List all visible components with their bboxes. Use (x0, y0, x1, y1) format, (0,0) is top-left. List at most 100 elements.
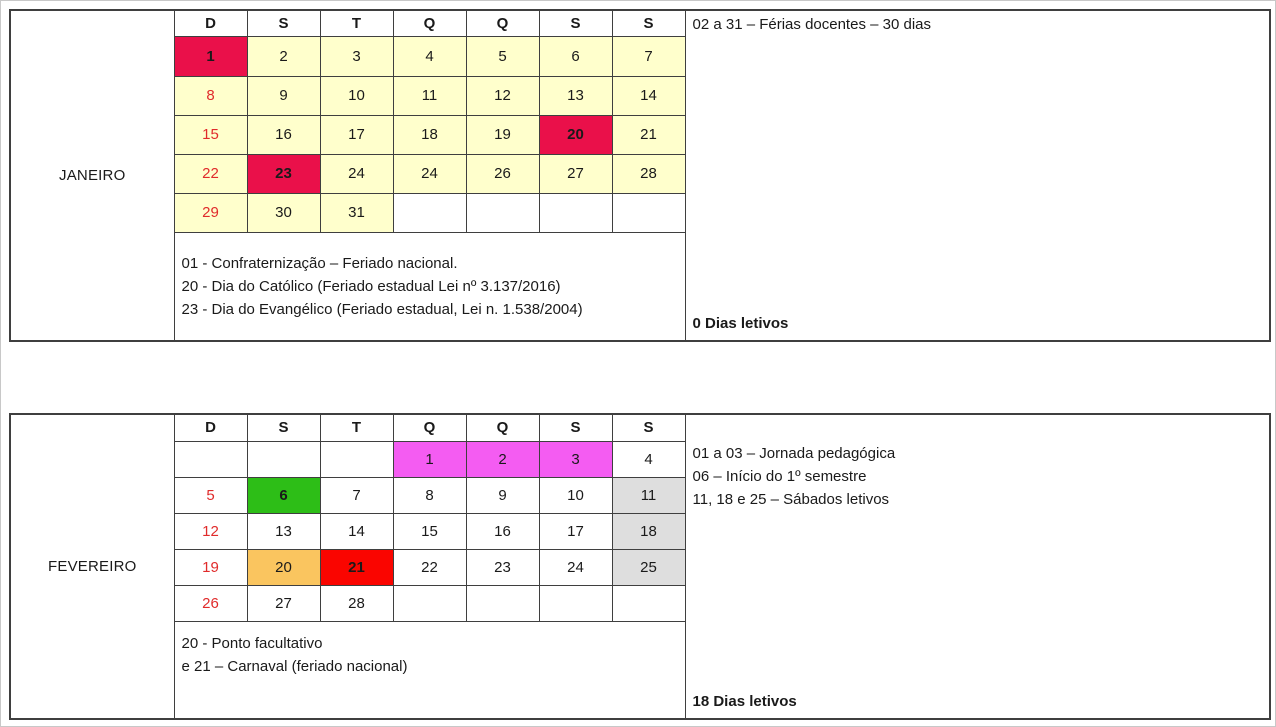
side-notes-wrap: 01 a 03 – Jornada pedagógica 06 – Início… (686, 415, 1269, 718)
weekday-header-s2: S (538, 413, 613, 442)
day-cell: 8 (173, 75, 248, 116)
day-cell: 26 (465, 153, 540, 194)
day-cell: 24 (319, 153, 394, 194)
weekday-header-s1: S (246, 9, 321, 37)
day-cell: 15 (173, 114, 248, 155)
day-cell: 23 (465, 548, 540, 586)
side-note-lines: 02 a 31 – Férias docentes – 30 dias (693, 13, 1260, 36)
day-cell: 18 (611, 512, 686, 550)
day-cell: 7 (319, 476, 394, 514)
day-cell: 20 (538, 114, 613, 155)
side-note-line: 06 – Início do 1º semestre (692, 468, 867, 485)
day-cell: 8 (392, 476, 467, 514)
dias-letivos-janeiro: 0 Dias letivos (692, 315, 789, 332)
day-cell: 22 (173, 153, 248, 194)
day-cell: 5 (465, 35, 540, 77)
day-cell: 16 (465, 512, 540, 550)
week-row: 29 30 31 (10, 192, 1270, 233)
day-cell: 1 (173, 35, 248, 77)
day-cell: 27 (246, 584, 321, 622)
empty-day-cell (319, 440, 394, 478)
weekday-header-t: T (319, 9, 394, 37)
weekday-header-s3: S (611, 9, 686, 37)
weekday-header-s2: S (538, 9, 613, 37)
day-cell: 1 (392, 440, 467, 478)
side-notes-fevereiro: 01 a 03 – Jornada pedagógica 06 – Início… (684, 413, 1271, 720)
day-cell: 15 (392, 512, 467, 550)
side-note-line: 11, 18 e 25 – Sábados letivos (692, 491, 890, 508)
empty-day-cell (465, 192, 540, 233)
day-cell: 27 (538, 153, 613, 194)
side-notes-janeiro: 02 a 31 – Férias docentes – 30 dias 0 Di… (684, 9, 1271, 342)
day-cell: 13 (538, 75, 613, 116)
week-row: 26 27 28 (10, 584, 1270, 622)
day-cell: 31 (319, 192, 394, 233)
day-cell: 11 (611, 476, 686, 514)
day-cell: 28 (611, 153, 686, 194)
day-cell: 16 (246, 114, 321, 155)
side-note-line: 01 a 03 – Jornada pedagógica (692, 445, 896, 462)
day-cell: 10 (319, 75, 394, 116)
month-label-janeiro: JANEIRO (9, 9, 175, 342)
empty-day-cell (465, 584, 540, 622)
day-cell: 3 (538, 440, 613, 478)
dias-letivos-fevereiro: 18 Dias letivos (692, 693, 797, 710)
empty-day-cell (392, 584, 467, 622)
day-cell: 21 (611, 114, 686, 155)
day-cell: 10 (538, 476, 613, 514)
day-cell: 13 (246, 512, 321, 550)
day-cell: 6 (538, 35, 613, 77)
footer-note-line: e 21 – Carnaval (feriado nacional) (181, 657, 408, 675)
day-cell: 12 (173, 512, 248, 550)
day-cell: 19 (465, 114, 540, 155)
calendar-table-fevereiro: FEVEREIRO D S T Q Q S S 01 a 03 – Jornad… (9, 413, 1271, 720)
day-cell: 24 (392, 153, 467, 194)
day-cell: 2 (465, 440, 540, 478)
week-row: 19 20 21 22 23 24 25 (10, 548, 1270, 586)
day-cell: 4 (392, 35, 467, 77)
day-cell: 17 (319, 114, 394, 155)
day-cell: 26 (173, 584, 248, 622)
weekday-header-q1: Q (392, 9, 467, 37)
empty-day-cell (538, 192, 613, 233)
side-note-line: 02 a 31 – Férias docentes – 30 dias (692, 16, 932, 33)
weekday-header-t: T (319, 413, 394, 442)
calendar-table-janeiro: JANEIRO D S T Q Q S S 02 a 31 – Férias d… (9, 9, 1271, 342)
day-cell: 9 (465, 476, 540, 514)
day-cell: 29 (173, 192, 248, 233)
day-cell: 6 (246, 476, 321, 514)
footer-notes-janeiro: 01 - Confraternização – Feriado nacional… (173, 231, 686, 342)
day-cell: 14 (611, 75, 686, 116)
footer-note-line: 20 - Dia do Católico (Feriado estadual L… (181, 277, 561, 295)
empty-day-cell (392, 192, 467, 233)
day-cell: 3 (319, 35, 394, 77)
day-cell: 30 (246, 192, 321, 233)
weekday-header-q2: Q (465, 413, 540, 442)
empty-day-cell (611, 192, 686, 233)
day-cell: 19 (173, 548, 248, 586)
week-row: 5 6 7 8 9 10 11 (10, 476, 1270, 514)
weekday-header-s1: S (246, 413, 321, 442)
week-row: 12 13 14 15 16 17 18 (10, 512, 1270, 550)
weekday-header-q1: Q (392, 413, 467, 442)
week-row: 15 16 17 18 19 20 21 (10, 114, 1270, 155)
day-cell: 23 (246, 153, 321, 194)
side-note-lines: 01 a 03 – Jornada pedagógica 06 – Início… (693, 442, 1260, 511)
day-cell: 7 (611, 35, 686, 77)
footer-note-line: 23 - Dia do Evangélico (Feriado estadual… (181, 300, 583, 318)
weekday-header-d: D (173, 9, 248, 37)
empty-day-cell (246, 440, 321, 478)
day-cell: 12 (465, 75, 540, 116)
day-cell: 9 (246, 75, 321, 116)
day-cell: 17 (538, 512, 613, 550)
week-row: 22 23 24 24 26 27 28 (10, 153, 1270, 194)
month-label-fevereiro: FEVEREIRO (9, 413, 175, 720)
week-row: 8 9 10 11 12 13 14 (10, 75, 1270, 116)
day-cell: 4 (611, 440, 686, 478)
empty-day-cell (173, 440, 248, 478)
weekday-header-q2: Q (465, 9, 540, 37)
day-cell: 25 (611, 548, 686, 586)
